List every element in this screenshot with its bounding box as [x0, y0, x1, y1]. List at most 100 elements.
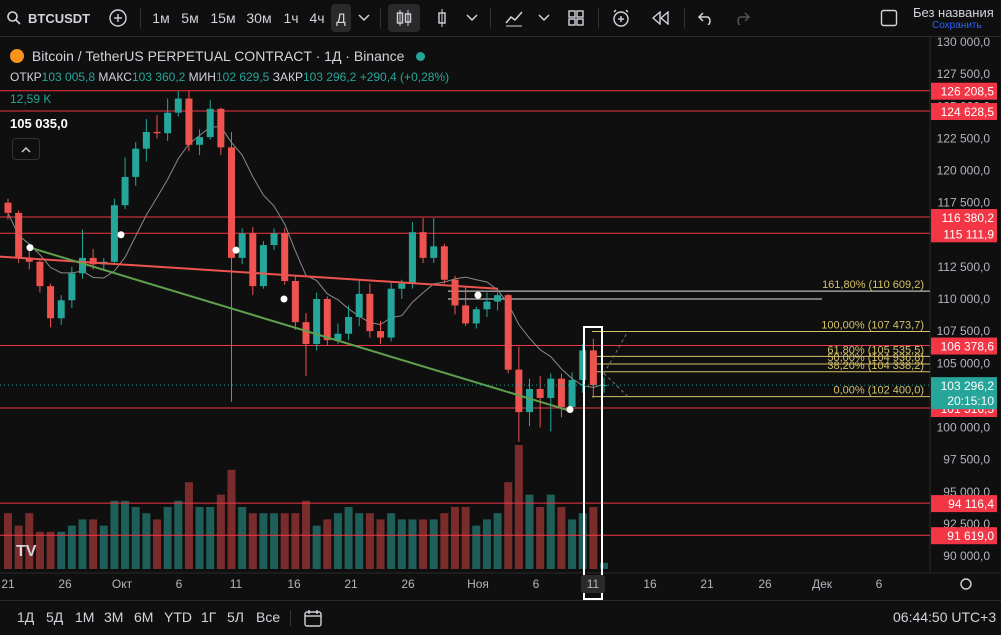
time-highlight [581, 575, 605, 593]
indicators-button[interactable] [500, 4, 528, 32]
range-5y[interactable]: 5Л [227, 609, 244, 625]
trend-anchor-point[interactable] [280, 295, 288, 303]
price-axis-tick: 105 000,0 [937, 356, 991, 370]
interval-label: Д [336, 10, 346, 26]
candle-body [110, 205, 118, 262]
toolbar-divider [140, 8, 141, 28]
volume-bar [99, 525, 108, 569]
volume-bar [35, 531, 44, 569]
layout-name-toggle[interactable] [876, 4, 902, 32]
trend-anchor-point[interactable] [566, 406, 574, 414]
toolbar-divider [598, 8, 599, 28]
trend-line-red[interactable] [0, 255, 499, 290]
volume-bar [142, 513, 151, 569]
volume-bar [525, 494, 534, 569]
gear-icon[interactable] [960, 578, 972, 590]
range-all[interactable]: Все [256, 609, 281, 625]
candle-body [238, 233, 246, 258]
candle-body [334, 333, 342, 341]
price-axis-tick: 130 000,0 [937, 37, 991, 49]
trend-line-green[interactable] [29, 246, 571, 412]
range-1d[interactable]: 1Д [17, 609, 35, 625]
trend-anchor-point[interactable] [474, 291, 482, 299]
low-label: МИН [188, 70, 216, 84]
interval-15m[interactable]: 15м [206, 4, 240, 32]
candle-body [228, 147, 235, 258]
candle-single-icon [438, 9, 446, 27]
bottom-toolbar: 1Д 5Д 1М 3М 6М YTD 1Г 5Л Все 06:44:50 UT… [0, 600, 1001, 635]
symbol-legend: Bitcoin / TetherUS PERPETUAL CONTRACT · … [10, 48, 426, 64]
change-value: +290,4 (+0,28%) [359, 70, 450, 84]
alert-button[interactable] [606, 4, 636, 32]
candle-body [132, 148, 140, 177]
interval-label: 5м [181, 10, 199, 26]
candle-body [36, 261, 44, 287]
price-level-badge-label: 94 116,4 [948, 497, 994, 511]
indicator-button[interactable] [428, 4, 456, 32]
interval-30m[interactable]: 30м [242, 4, 276, 32]
candle-body [451, 279, 459, 306]
volume-bar [25, 513, 34, 569]
interval-5m[interactable]: 5м [176, 4, 204, 32]
volume-bar [89, 519, 98, 569]
candle-body [430, 246, 438, 258]
time-axis-tick: 6 [176, 577, 183, 591]
price-axis-tick: 117 500,0 [938, 196, 991, 210]
candle-body [57, 300, 65, 319]
volume-bar [78, 519, 87, 569]
trend-anchor-point[interactable] [232, 246, 240, 254]
volume-bar [291, 513, 300, 569]
selection-rectangle[interactable] [583, 326, 603, 600]
chevron-down-icon [466, 14, 478, 22]
symbol-label: BTCUSDT [28, 10, 91, 26]
clock[interactable]: 06:44:50 UTC+3 [893, 609, 997, 625]
candles-style-button[interactable] [388, 4, 420, 32]
indicator-dropdown[interactable] [462, 4, 482, 32]
indicators-dropdown[interactable] [534, 4, 554, 32]
price-axis-tick: 122 500,0 [937, 131, 991, 145]
range-1y[interactable]: 1Г [201, 609, 217, 625]
symbol-search[interactable]: BTCUSDT [6, 4, 98, 32]
volume-bar [4, 513, 12, 569]
save-link[interactable]: Сохранить [932, 20, 982, 31]
range-5d[interactable]: 5Д [46, 609, 64, 625]
alarm-clock-icon [613, 9, 629, 27]
trend-anchor-point[interactable] [117, 231, 125, 239]
volume-bar [67, 525, 76, 569]
redo-button[interactable] [728, 4, 756, 32]
trend-anchor-point[interactable] [26, 244, 34, 252]
goto-date-button[interactable] [303, 608, 323, 631]
undo-button[interactable] [692, 4, 720, 32]
price-level-badge [931, 527, 997, 545]
price-chart[interactable]: 161,80% (110 609,2)100,00% (107 473,7)61… [0, 37, 1001, 600]
price-axis-tick: 100 000,0 [937, 421, 991, 435]
price-level-badge-label: 124 628,5 [941, 105, 995, 119]
interval-1m[interactable]: 1м [148, 4, 174, 32]
interval-label: 1м [152, 10, 170, 26]
candle-body [89, 257, 97, 265]
volume-value: 12,59 K [10, 92, 52, 106]
candle-body [494, 295, 502, 302]
volume-bar [270, 513, 279, 569]
range-ytd[interactable]: YTD [164, 609, 192, 625]
price-level-badge-label: 106 378,6 [941, 340, 995, 354]
collapse-legend-button[interactable] [12, 138, 40, 160]
price-level-badge-label: 116 380,2 [942, 211, 995, 225]
candles-icon [396, 10, 412, 26]
replay-button[interactable] [646, 4, 676, 32]
layout-title[interactable]: Без названия [913, 5, 994, 20]
range-3m[interactable]: 3М [104, 609, 124, 625]
candle-body [472, 309, 480, 324]
interval-4h[interactable]: 4ч [304, 4, 330, 32]
range-6m[interactable]: 6М [134, 609, 154, 625]
volume-bar [514, 445, 523, 569]
layout-button[interactable] [562, 4, 590, 32]
candle-body [217, 108, 225, 148]
interval-dropdown[interactable] [354, 4, 374, 32]
volume-bar [472, 525, 481, 569]
time-axis-tick: Окт [112, 577, 133, 591]
interval-1d[interactable]: Д [331, 4, 351, 32]
add-symbol-button[interactable] [104, 4, 132, 32]
range-1m[interactable]: 1М [75, 609, 95, 625]
interval-1h[interactable]: 1ч [278, 4, 304, 32]
